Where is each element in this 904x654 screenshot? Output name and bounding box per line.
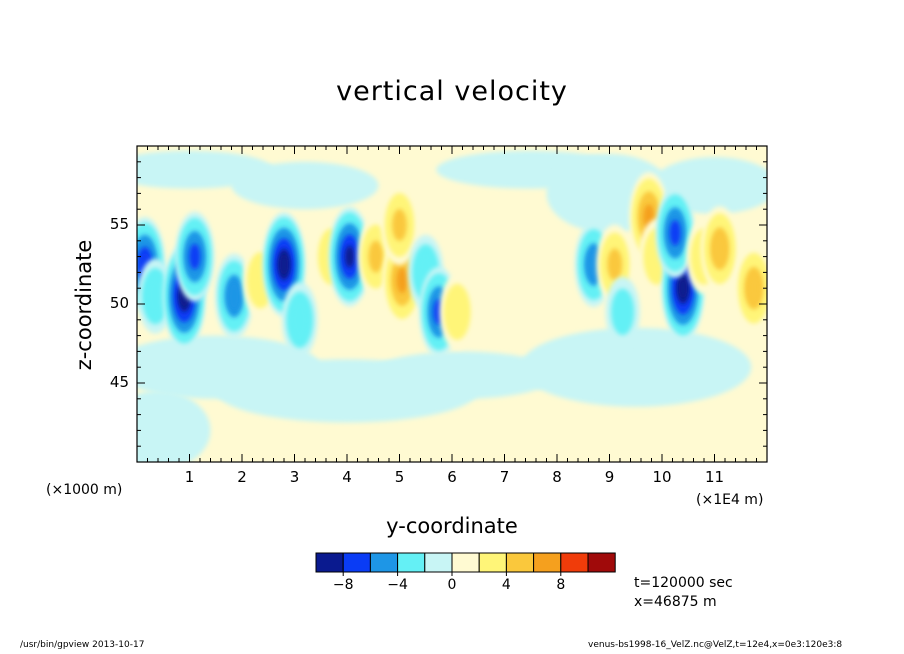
- heatmap-field: [137, 146, 767, 462]
- field-contour: [713, 234, 727, 263]
- x-tick-label: 11: [704, 468, 725, 486]
- colorbar-swatch: [369, 552, 399, 573]
- colorbar-label: −8: [332, 577, 354, 593]
- field-contour: [611, 288, 635, 336]
- colorbar-swatch: [478, 552, 507, 573]
- x-tick-label: 2: [237, 468, 247, 486]
- x-position-info: x=46875 m: [634, 594, 717, 610]
- colorbar-swatch: [315, 552, 344, 573]
- field-contour: [345, 245, 355, 268]
- field-contour: [189, 243, 201, 270]
- axis-ticks: [136, 145, 768, 463]
- field-contour: [607, 248, 623, 281]
- y-tick-label: 45: [109, 373, 129, 391]
- field-contour: [227, 281, 241, 311]
- time-info: t=120000 sec: [634, 575, 733, 591]
- x-axis-label: y-coordinate: [386, 514, 518, 538]
- colorbar-label: 8: [556, 577, 566, 593]
- colorbar-swatch: [424, 552, 453, 573]
- x-tick-label: 9: [604, 468, 615, 486]
- field-contour: [392, 209, 407, 241]
- footer-source: venus-bs1998-16_VelZ.nc@VelZ,t=12e4,x=0e…: [588, 640, 843, 650]
- y-tick-label: 50: [109, 294, 129, 312]
- colorbar-swatch: [505, 552, 535, 573]
- colorbar-label: 0: [447, 577, 457, 593]
- field-contour: [396, 267, 408, 294]
- field-patch: [137, 390, 211, 462]
- chart-title: vertical velocity: [336, 76, 568, 107]
- x-tick-label: 7: [499, 468, 510, 486]
- x-unit-left: (×1000 m): [46, 482, 123, 498]
- x-tick-label: 6: [447, 468, 457, 486]
- field-contour: [279, 254, 289, 275]
- field-patch: [231, 161, 379, 210]
- x-tick-label: 10: [652, 468, 672, 486]
- field-contour: [448, 293, 467, 331]
- x-tick-label: 4: [342, 468, 352, 486]
- x-tick-label: 3: [289, 468, 300, 486]
- colorbar-swatch: [342, 552, 371, 573]
- x-tick-label: 8: [552, 468, 562, 486]
- colorbar-swatch: [533, 552, 562, 573]
- colorbar-swatch: [587, 552, 616, 573]
- field-contour: [669, 220, 681, 246]
- x-tick-label: 5: [394, 468, 405, 486]
- x-unit-right: (×1E4 m): [696, 492, 764, 508]
- colorbar-label: −4: [387, 577, 408, 593]
- x-tick-label: 1: [184, 468, 195, 486]
- field-contour: [146, 277, 165, 315]
- field-contour: [747, 274, 761, 303]
- footer-command: /usr/bin/gpview 2013-10-17: [20, 640, 145, 650]
- field-patch: [520, 327, 752, 407]
- colorbar: [315, 552, 616, 576]
- y-tick-label: 55: [109, 215, 129, 233]
- field-patch: [368, 351, 557, 399]
- colorbar-label: 4: [501, 577, 511, 593]
- field-contour: [368, 240, 384, 273]
- field-contour: [290, 301, 309, 339]
- colorbar-swatch: [451, 552, 480, 573]
- field-contour: [678, 277, 688, 299]
- colorbar-swatch: [397, 552, 426, 573]
- colorbar-swatch: [560, 552, 589, 573]
